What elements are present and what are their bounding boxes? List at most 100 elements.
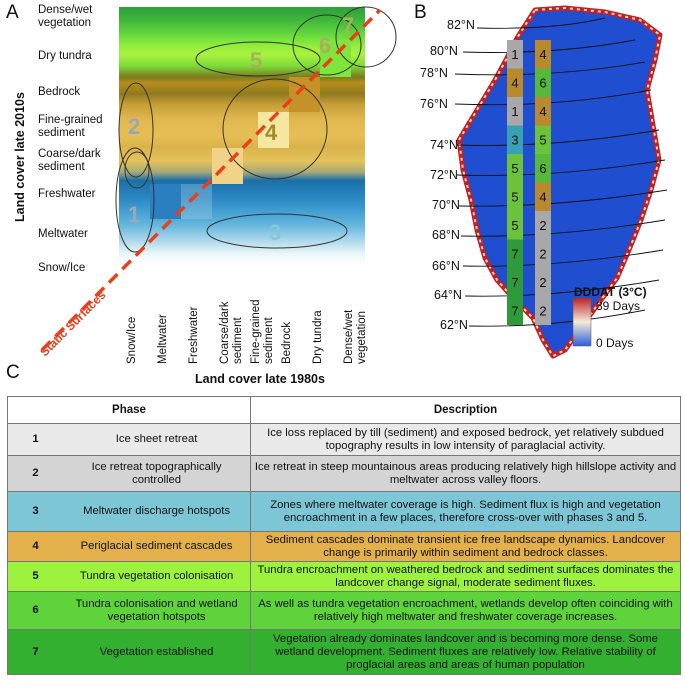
phase-description: Zones where meltwater coverage is high. …: [250, 491, 681, 532]
phase-number: 1: [7, 423, 64, 456]
matrix-y-label: Coarse/dark sediment: [38, 148, 101, 173]
latitude-label: 70°N: [432, 198, 460, 212]
phase-2b-ellipse: [124, 151, 150, 189]
phase-description: Tundra encroachment on weathered bedrock…: [250, 561, 681, 592]
table-header-row: Phase Description: [7, 396, 681, 424]
phase-description: Vegetation already dominates landcover a…: [250, 629, 681, 675]
latitude-lines: [454, 17, 668, 327]
strip-cell-label: 5: [511, 161, 518, 176]
matrix-x-label: Dry tundra: [312, 310, 324, 364]
ddat-legend-bar: [572, 297, 592, 347]
strip-cell: [535, 40, 551, 69]
phase-5-number: 5: [250, 48, 262, 73]
phase-number: 2: [7, 455, 64, 492]
static-surfaces-label: Static Surfaces: [37, 288, 108, 359]
strip-cell-label: 1: [511, 104, 518, 119]
greenland-map: 1 4 1 3 5 5 5 7 7 7 4 6 4 5 6 4 2 2 2 2: [454, 5, 668, 359]
strip-cell: [507, 68, 523, 97]
strip-cell: [507, 40, 523, 69]
matrix-y-label: Fine-grained sediment: [38, 114, 103, 139]
latitude-label: 68°N: [432, 228, 460, 242]
latitude-label: 74°N: [430, 138, 458, 152]
strip-cell: [535, 68, 551, 97]
strip-cell: [535, 268, 551, 297]
phase-name: Periglacial sediment cascades: [63, 531, 252, 562]
phase-description: Ice loss replaced by till (sediment) and…: [250, 423, 681, 456]
strip-cell: [535, 211, 551, 240]
latitude-label: 72°N: [430, 168, 458, 182]
table-row: 7 Vegetation established Vegetation alread…: [7, 629, 681, 675]
strip-cell-label: 2: [539, 247, 546, 262]
phase-name: Vegetation established: [63, 629, 252, 675]
matrix-y-label: Dry tundra: [38, 50, 92, 62]
phase-number: 3: [7, 491, 64, 532]
strip-cell: [535, 296, 551, 325]
strip-cell: [507, 296, 523, 325]
phase-number: 6: [7, 591, 64, 630]
diag-cell-freshwater: [181, 184, 212, 219]
strip-cell: [507, 154, 523, 183]
phase-table: Phase Description 1 Ice sheet retreat Ice …: [7, 396, 681, 675]
matrix-x-label: Meltwater: [157, 314, 169, 364]
strip-cell-label: 5: [539, 133, 546, 148]
latitude-label: 80°N: [430, 44, 458, 58]
latitude-label: 62°N: [440, 318, 468, 332]
strip-cell-label: 4: [539, 47, 546, 62]
strip-cell-label: 6: [539, 161, 546, 176]
strip-cell: [535, 125, 551, 154]
phase-number: 7: [7, 629, 64, 675]
legend-min: 0 Days: [596, 336, 634, 350]
phase-6-number: 6: [319, 33, 331, 58]
table-row: 4 Periglacial sediment cascades Sediment c…: [7, 531, 681, 562]
phase-name: Meltwater discharge hotspots: [63, 491, 252, 532]
strip-cell-label: 4: [511, 76, 518, 91]
phase-3-number: 3: [269, 220, 281, 245]
matrix-y-label: Snow/Ice: [38, 262, 86, 274]
strip-cell-label: 5: [511, 218, 518, 233]
strip-cell-label: 6: [539, 76, 546, 91]
strip-cell: [535, 239, 551, 268]
strip-cell-label: 7: [511, 247, 518, 262]
phase-7-ellipse: [335, 6, 397, 68]
strip-cell-label: 7: [511, 304, 518, 319]
static-diagonal-line: [40, 8, 382, 352]
phase-description: Ice retreat in steep mountainous areas p…: [250, 455, 681, 492]
latitude-label: 76°N: [420, 97, 448, 111]
strip-cell-label: 2: [539, 304, 546, 319]
table-row: 1 Ice sheet retreat Ice loss replaced by t…: [7, 423, 681, 456]
strip-cell-label: 4: [539, 104, 546, 119]
latitude-label: 66°N: [432, 259, 460, 273]
phase-5-ellipse: [195, 41, 321, 77]
strip-cell-label: 4: [539, 190, 546, 205]
latitude-label: 78°N: [420, 66, 448, 80]
strip-cell: [507, 211, 523, 240]
phase-1-ellipse: [115, 147, 155, 253]
phase-4-ellipse: [222, 78, 328, 180]
phase-2-number: 2: [128, 114, 140, 139]
strip-cell-label: 2: [539, 275, 546, 290]
strip-cell: [535, 97, 551, 126]
phase-description: As well as tundra vegetation encroachmen…: [250, 591, 681, 630]
strip-cell-label: 3: [511, 133, 518, 148]
phase-description: Sediment cascades dominate transient ice…: [250, 531, 681, 562]
phase-name: Ice sheet retreat: [63, 423, 252, 456]
strip-cell: [507, 182, 523, 211]
matrix-x-label: Coarse/dark sediment: [219, 301, 244, 364]
strip-cell-label: 2: [539, 218, 546, 233]
strip-cell-label: 1: [511, 47, 518, 62]
phase-name: Tundra colonisation and wetland vegetati…: [63, 591, 252, 630]
matrix-y-label: Dense/wet vegetation: [38, 4, 93, 29]
matrix-y-label: Freshwater: [38, 188, 96, 200]
latitude-label: 82°N: [447, 18, 475, 32]
matrix-x-label: Bedrock: [281, 321, 293, 364]
phase-1-number: 1: [128, 202, 140, 227]
header-phase: Phase: [7, 396, 251, 424]
matrix-x-title: Land cover late 1980s: [195, 372, 325, 386]
phase-2-ellipse: [118, 82, 154, 178]
phase-7-number: 7: [342, 13, 354, 38]
table-row: 6 Tundra colonisation and wetland vegetat…: [7, 591, 681, 630]
matrix-x-label: Dense/wet vegetation: [343, 309, 368, 364]
strip-cell-label: 5: [511, 190, 518, 205]
matrix-overlay: 1 2 3 4 5 6 7 Static Surfaces: [37, 6, 397, 359]
phase-6-ellipse: [292, 14, 362, 76]
